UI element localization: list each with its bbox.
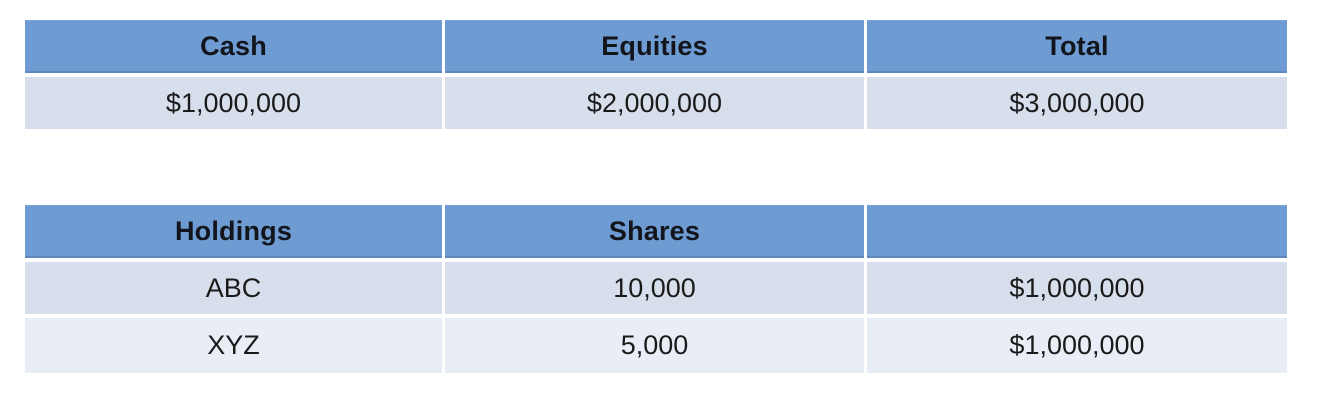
cell-holding-shares[interactable]: 5,000 [445, 318, 867, 377]
cell-equities-value[interactable]: $2,000,000 [445, 77, 867, 133]
cell-holding-name[interactable]: XYZ [25, 318, 445, 377]
column-header-cash[interactable]: Cash [25, 20, 445, 77]
table-row: XYZ 5,000 $1,000,000 [25, 318, 1287, 377]
cell-holding-value[interactable]: $1,000,000 [867, 262, 1287, 318]
cell-holding-shares[interactable]: 10,000 [445, 262, 867, 318]
account-balances-table: Cash Equities Total $1,000,000 $2,000,00… [25, 20, 1287, 133]
cell-holding-value[interactable]: $1,000,000 [867, 318, 1287, 377]
column-header-holdings[interactable]: Holdings [25, 205, 445, 262]
column-header-equities[interactable]: Equities [445, 20, 867, 77]
cell-cash-value[interactable]: $1,000,000 [25, 77, 445, 133]
cell-total-value[interactable]: $3,000,000 [867, 77, 1287, 133]
column-header-shares[interactable]: Shares [445, 205, 867, 262]
column-header-blank[interactable] [867, 205, 1287, 262]
table-header-row: Cash Equities Total [25, 20, 1287, 77]
column-header-total[interactable]: Total [867, 20, 1287, 77]
table-row: ABC 10,000 $1,000,000 [25, 262, 1287, 318]
holdings-table: Holdings Shares ABC 10,000 $1,000,000 XY… [25, 205, 1287, 377]
cell-holding-name[interactable]: ABC [25, 262, 445, 318]
table-row: $1,000,000 $2,000,000 $3,000,000 [25, 77, 1287, 133]
table-header-row: Holdings Shares [25, 205, 1287, 262]
